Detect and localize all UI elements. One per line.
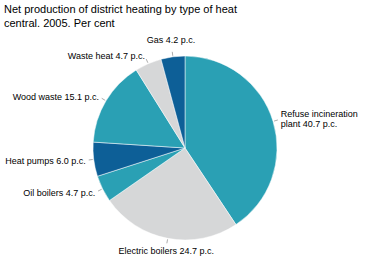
text-part: 6.0 p.c. (54, 156, 86, 166)
text-line: Waste heat 4.7 p.c. (68, 51, 145, 61)
text-part: 24.7 p.c. (177, 246, 214, 256)
text-line: Net production of district heating by ty… (4, 3, 237, 15)
text-part: Wood waste (13, 92, 62, 102)
text-part: Oil boilers (23, 188, 64, 198)
title: Net production of district heating by ty… (4, 3, 237, 29)
text-part: 4.2 p.c. (163, 35, 195, 45)
text-part: Electric boilers (118, 246, 177, 256)
text-part: 40.7 p.c. (300, 119, 337, 129)
text-part: central. 2005. Per cent (4, 17, 115, 29)
leader-line (274, 120, 278, 121)
leader-line (172, 52, 174, 56)
text-line: Heat pumps 6.0 p.c. (5, 156, 86, 166)
text-part: Waste heat (68, 51, 114, 61)
chart: Net production of district heating by ty… (0, 0, 365, 263)
slice (161, 56, 185, 148)
text-part: plant (281, 119, 301, 129)
text-part: Heat pumps (5, 156, 54, 166)
text-line: Electric boilers 24.7 p.c. (118, 246, 214, 256)
text-line: Oil boilers 4.7 p.c. (23, 188, 95, 198)
text-line: plant 40.7 p.c. (281, 119, 338, 129)
text-part: 15.1 p.c. (62, 92, 99, 102)
data-label: Gas 4.2 p.c. (147, 35, 196, 45)
text-line: Refuse incineration (281, 109, 358, 119)
text-part: Gas (147, 35, 164, 45)
text-part: Net production of district heating by ty… (4, 3, 237, 15)
data-label: Electric boilers 24.7 p.c. (118, 246, 214, 256)
slices (93, 56, 277, 240)
data-label: Heat pumps 6.0 p.c. (5, 156, 86, 166)
text-part: 4.7 p.c. (113, 51, 145, 61)
data-label: Oil boilers 4.7 p.c. (23, 188, 95, 198)
text-part: 4.7 p.c. (63, 188, 95, 198)
data-label: Refuse incinerationplant 40.7 p.c. (281, 109, 358, 130)
data-label: Waste heat 4.7 p.c. (68, 51, 145, 61)
text-part: Refuse incineration (281, 109, 358, 119)
text-line: Gas 4.2 p.c. (147, 35, 196, 45)
leader-line (166, 239, 168, 243)
leader-line (146, 59, 148, 63)
leader-line (102, 98, 105, 100)
text-line: central. 2005. Per cent (4, 17, 115, 29)
leader-line (89, 159, 93, 160)
leader-line (98, 189, 102, 191)
text-line: Wood waste 15.1 p.c. (13, 92, 99, 102)
data-label: Wood waste 15.1 p.c. (13, 92, 99, 102)
